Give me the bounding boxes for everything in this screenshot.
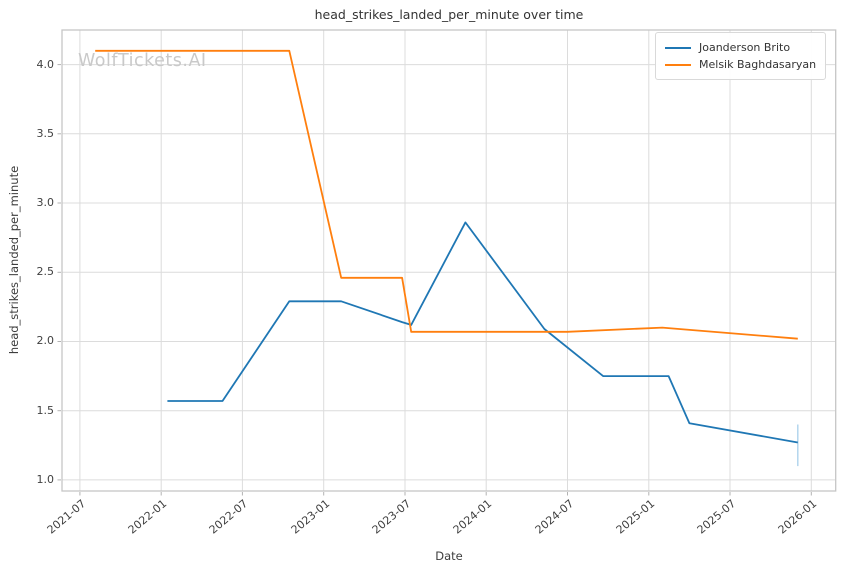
line-swatch-icon [665, 46, 691, 49]
legend-label: Melsik Baghdasaryan [699, 58, 817, 71]
y-tick-label: 1.0 [36, 472, 55, 486]
y-tick-label: 3.0 [36, 196, 55, 210]
line-swatch-icon [665, 63, 691, 66]
legend: Joanderson Brito Melsik Baghdasaryan [655, 32, 827, 80]
legend-item-melsik-baghdasaryan: Melsik Baghdasaryan [665, 56, 816, 73]
legend-item-joanderson-brito: Joanderson Brito [665, 39, 816, 56]
legend-label: Joanderson Brito [699, 41, 791, 54]
chart-title: head_strikes_landed_per_minute over time [314, 7, 584, 22]
y-axis-label: head_strikes_landed_per_minute [7, 165, 21, 355]
y-tick-label: 2.0 [36, 334, 55, 348]
y-tick-label: 2.5 [36, 265, 55, 279]
plot-border [61, 29, 837, 492]
series-line-melsik-baghdasaryan [95, 49, 798, 340]
y-tick-label: 1.5 [36, 403, 55, 417]
series-line-joanderson-brito [167, 221, 798, 444]
y-tick-label: 4.0 [36, 57, 55, 71]
watermark-text: WolfTickets.AI [78, 51, 207, 71]
y-tick-label: 3.5 [36, 126, 55, 140]
x-axis-label: Date [435, 549, 463, 563]
